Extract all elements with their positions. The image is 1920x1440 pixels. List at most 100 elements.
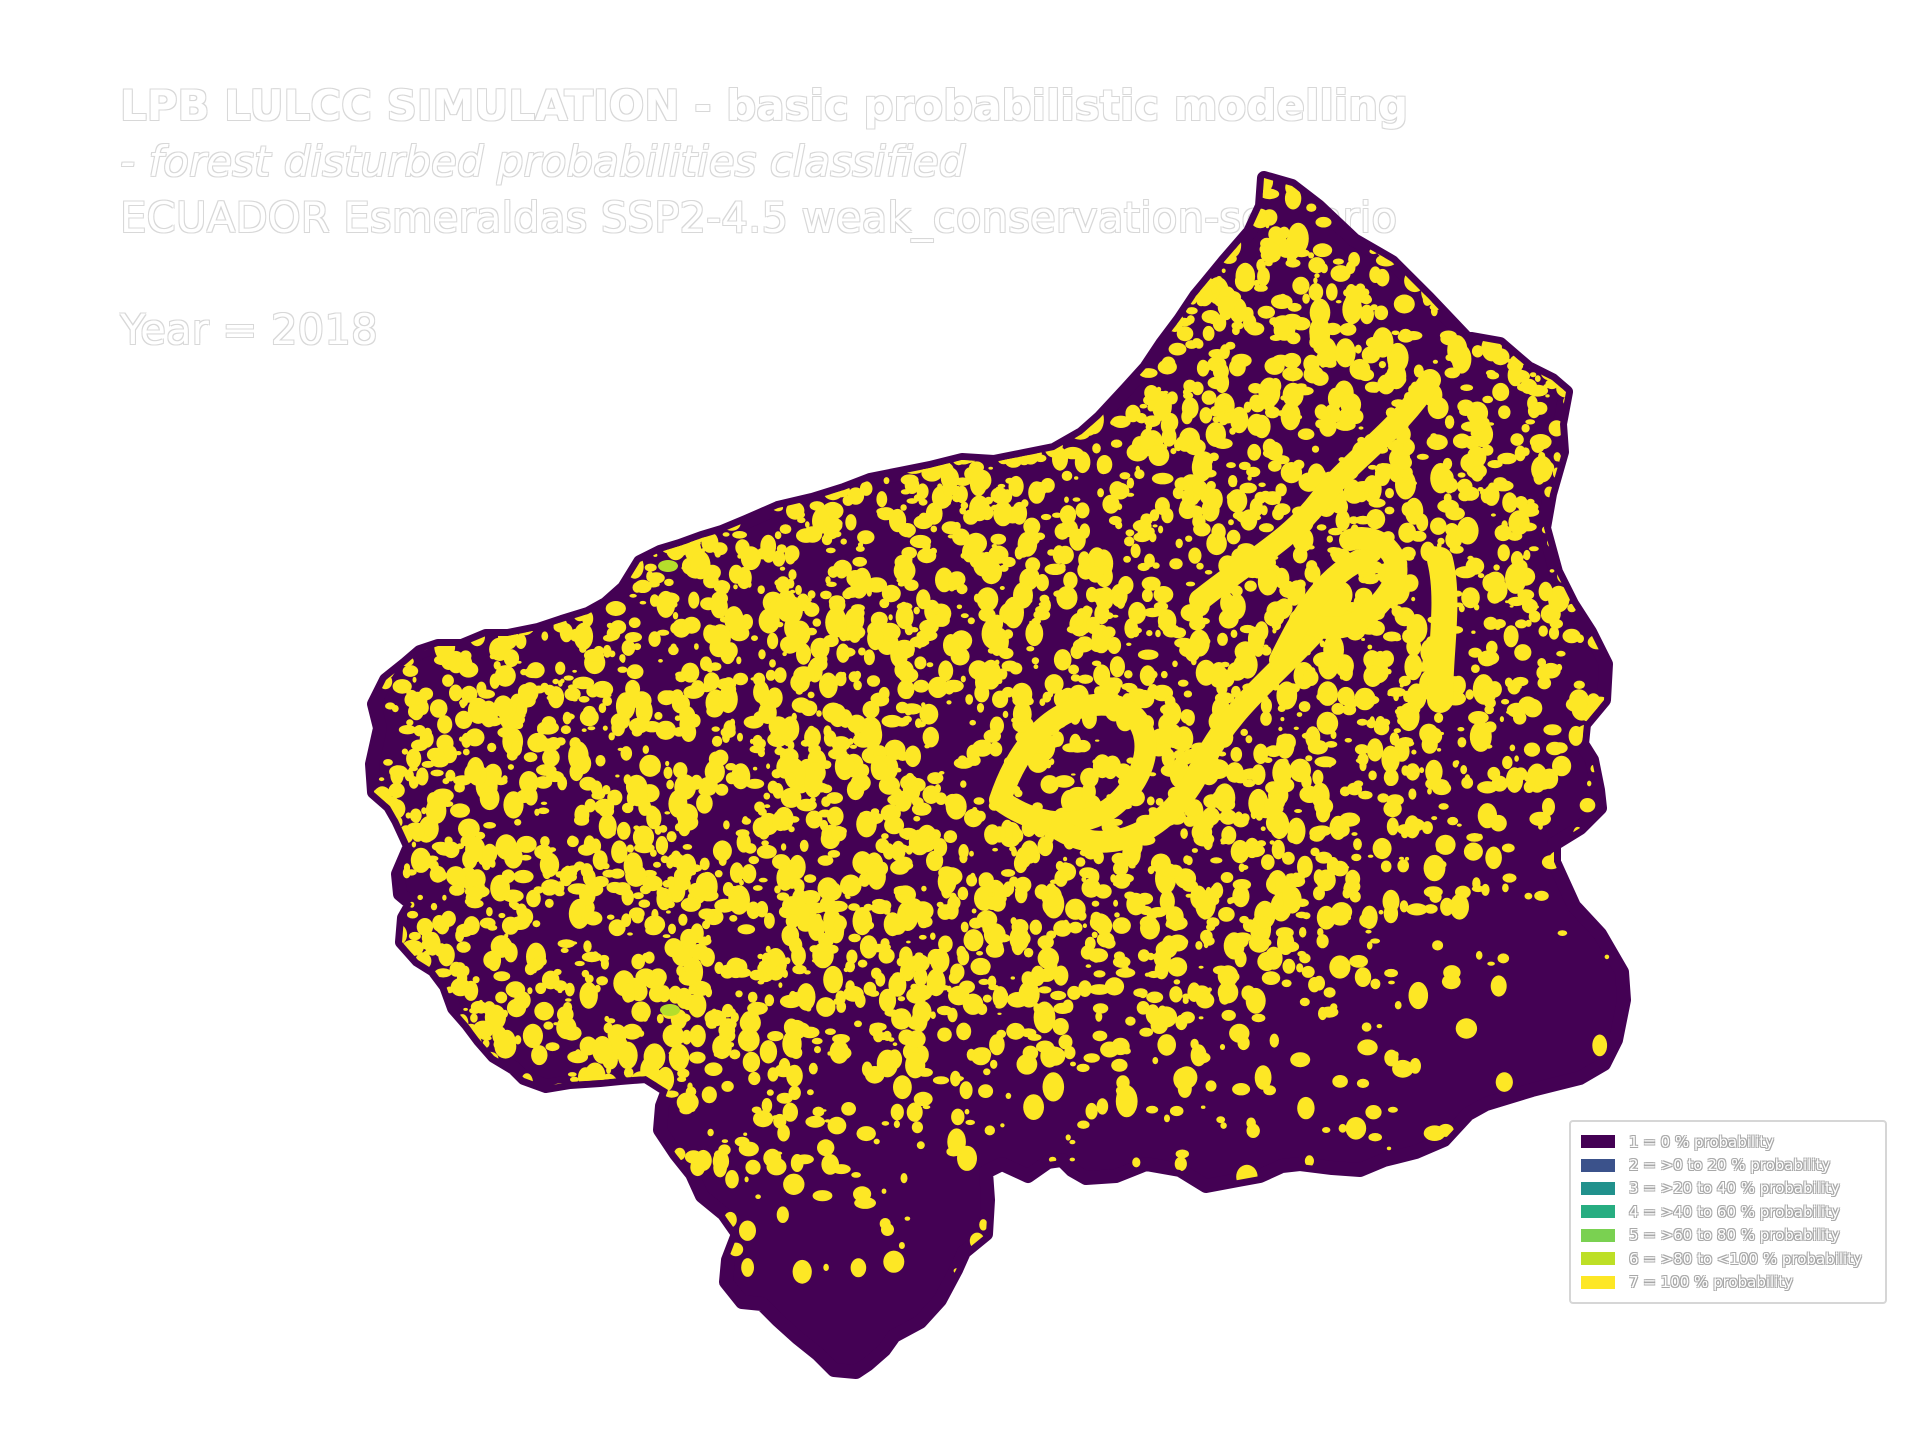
probability-patch-3258	[990, 487, 1009, 504]
probability-patch-4184	[685, 867, 691, 874]
probability-patch-459	[452, 1097, 471, 1125]
probability-patch-1992	[879, 327, 887, 333]
probability-patch-3420	[912, 901, 934, 921]
probability-patch-2718	[964, 289, 980, 304]
probability-patch-4751	[861, 380, 884, 402]
probability-patch-245	[1392, 233, 1402, 244]
probability-patch-1765	[776, 431, 796, 453]
probability-patch-4528	[572, 676, 595, 690]
probability-patch-771	[908, 300, 925, 323]
probability-patch-4611	[1046, 189, 1061, 202]
probability-patch-3202	[522, 1023, 544, 1048]
probability-patch-91	[638, 397, 643, 401]
probability-patch-3548	[1121, 208, 1131, 222]
probability-patch-4644	[408, 704, 421, 719]
probability-patch-4640	[645, 531, 660, 548]
probability-patch-4666	[642, 952, 651, 961]
probability-patch-4525	[671, 689, 684, 703]
probability-patch-4966	[1192, 480, 1208, 495]
probability-patch-3715	[567, 1072, 577, 1077]
probability-patch-2705	[1497, 953, 1510, 964]
probability-patch-1956	[1609, 616, 1624, 630]
probability-patch-3579	[1368, 770, 1377, 781]
probability-patch-2473	[1013, 853, 1028, 874]
probability-patch-1473	[638, 899, 651, 908]
probability-patch-978	[948, 361, 966, 381]
probability-patch-1714	[658, 464, 668, 479]
probability-patch-4523	[782, 969, 788, 978]
probability-patch-3617	[883, 477, 890, 485]
probability-patch-1300	[776, 544, 787, 554]
probability-patch-815	[1054, 244, 1075, 257]
probability-patch-3118	[1590, 439, 1595, 442]
probability-patch-3684	[645, 925, 662, 936]
probability-patch-4700	[736, 656, 742, 665]
probability-patch-4900	[1052, 545, 1066, 564]
probability-patch-2529	[466, 562, 473, 567]
probability-patch-1792	[548, 585, 570, 604]
probability-patch-126	[1548, 626, 1560, 640]
probability-patch-1786	[1053, 1002, 1072, 1015]
probability-patch-4124	[939, 299, 947, 306]
probability-patch-3777	[772, 1115, 780, 1120]
probability-patch-691	[569, 292, 574, 298]
probability-patch-17	[1531, 335, 1549, 351]
probability-patch-4785	[1045, 759, 1052, 769]
probability-patch-4014	[1408, 788, 1417, 800]
probability-patch-3135	[1494, 624, 1501, 630]
probability-patch-104	[1499, 326, 1506, 334]
probability-patch-1946	[955, 1076, 964, 1081]
probability-patch-4114	[1282, 372, 1294, 378]
probability-patch-4923	[788, 569, 797, 581]
probability-patch-4703	[1264, 608, 1285, 627]
probability-patch-199	[634, 525, 648, 535]
probability-patch-1724	[482, 566, 494, 584]
probability-patch-3968	[635, 729, 641, 735]
probability-patch-2587	[972, 227, 992, 246]
probability-patch-94	[917, 215, 929, 222]
probability-patch-3619	[875, 277, 883, 288]
probability-patch-4149	[1205, 422, 1227, 447]
probability-patch-4518	[1230, 747, 1243, 762]
probability-patch-1742	[1075, 614, 1084, 627]
probability-patch-4693	[1259, 241, 1281, 257]
probability-patch-4511	[617, 1100, 631, 1119]
probability-patch-1584	[568, 585, 588, 598]
probability-patch-689	[873, 317, 890, 342]
probability-patch-3505	[700, 656, 712, 671]
probability-patch-4724	[680, 897, 702, 912]
probability-patch-1615	[462, 656, 472, 663]
probability-patch-4829	[792, 888, 807, 909]
probability-patch-624	[748, 445, 766, 464]
probability-patch-1251	[495, 991, 508, 1004]
probability-patch-1672	[1562, 534, 1570, 539]
probability-patch-2959	[607, 1084, 630, 1108]
probability-patch-1157	[784, 387, 793, 398]
probability-patch-2632	[798, 455, 820, 479]
probability-patch-1178	[775, 257, 783, 268]
probability-patch-2983	[1151, 300, 1157, 304]
probability-patch-749	[670, 368, 679, 377]
probability-patch-696	[658, 659, 663, 663]
probability-patch-3675	[758, 432, 779, 456]
probability-patch-1577	[1160, 209, 1173, 225]
probability-patch-2799	[515, 842, 523, 848]
probability-patch-4228	[637, 716, 650, 728]
probability-patch-2097	[707, 1128, 714, 1137]
probability-patch-2667	[1102, 1202, 1115, 1217]
probability-patch-4881	[999, 991, 1009, 999]
probability-patch-1342	[1188, 547, 1202, 564]
probability-patch-3917	[1128, 864, 1136, 869]
probability-patch-1738	[1047, 370, 1064, 392]
probability-patch-1580	[714, 225, 737, 252]
probability-patch-849	[1278, 726, 1283, 732]
probability-patch-3779	[996, 1029, 1007, 1039]
probability-patch-2937	[1601, 477, 1616, 498]
probability-patch-2570	[382, 902, 399, 913]
probability-patch-3565	[583, 271, 587, 277]
probability-patch-3700	[897, 996, 906, 1002]
probability-patch-4540	[1077, 608, 1088, 618]
probability-patch-4819	[782, 452, 789, 458]
probability-patch-3050	[629, 593, 637, 598]
probability-patch-4890	[1100, 1041, 1120, 1058]
